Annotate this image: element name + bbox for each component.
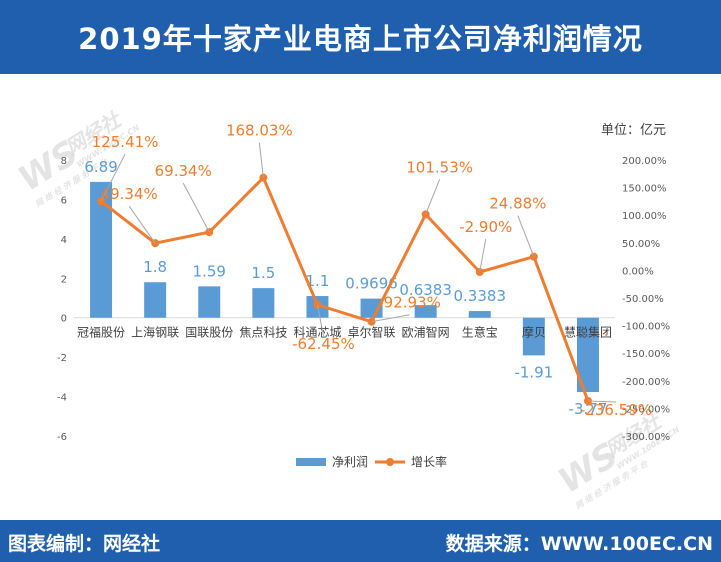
bar-value-label: 1.5 — [251, 264, 275, 282]
leader-line — [479, 238, 487, 273]
page-title: 2019年十家产业电商上市公司净利润情况 — [78, 22, 643, 56]
leader-line — [182, 182, 210, 233]
left-axis-tick-label: 2 — [61, 274, 67, 285]
category-label: 慧聪集团 — [564, 325, 612, 340]
bar-value-label: 1.59 — [193, 262, 226, 280]
bar — [576, 317, 599, 393]
right-axis-tick-label: -200.00% — [622, 377, 670, 388]
right-axis-tick-label: 50.00% — [622, 239, 660, 250]
bar-value-label: 1.8 — [143, 258, 167, 276]
left-axis-tick-label: -6 — [57, 432, 67, 443]
right-axis-tick-label: -100.00% — [622, 322, 670, 333]
category-label: 冠福股份 — [77, 325, 125, 340]
bar-value-label: 0.6383 — [399, 281, 452, 299]
plot-area: -6 -4 -2 0 2 4 6 8 200.00% 150.00% 100.00% 50.00% 0.… — [57, 122, 670, 469]
legend-label-line: 增长率 — [411, 454, 447, 469]
category-label: 科通芯城 — [293, 326, 341, 340]
growth-value-label: 49.34% — [101, 185, 158, 203]
footer-credit: 图表编制：网经社 — [8, 533, 161, 555]
bar — [144, 282, 167, 318]
bar — [198, 286, 221, 318]
left-axis-tick-label: 8 — [61, 156, 67, 167]
leader-line — [425, 179, 441, 215]
right-axis-tick-label: -150.00% — [622, 349, 670, 360]
left-axis-tick-label: -4 — [57, 393, 67, 404]
bar-value-label: 0.9696 — [345, 275, 398, 293]
category-label: 欧浦智网 — [402, 325, 450, 340]
bar-value-label: -3.77 — [569, 400, 608, 418]
category-label: 焦点科技 — [239, 326, 287, 340]
leader-line — [371, 314, 410, 323]
category-label: 生意宝 — [462, 325, 498, 340]
left-axis-tick-label: -2 — [57, 353, 67, 364]
legend-marker-line — [386, 458, 394, 466]
bar-value-label: 1.1 — [306, 272, 330, 290]
legend-label-bar: 净利润 — [332, 455, 368, 469]
bar-value-label: -1.91 — [514, 363, 553, 381]
left-axis-tick-label: 6 — [61, 195, 67, 206]
leader-line — [100, 153, 126, 202]
bar — [522, 317, 545, 356]
title-bar: 2019年十家产业电商上市公司净利润情况 — [0, 0, 721, 74]
bar — [468, 311, 491, 318]
bar — [414, 305, 437, 318]
category-label: 卓尔智联 — [348, 325, 396, 340]
growth-value-label: -62.45% — [292, 335, 355, 353]
bar — [252, 288, 275, 318]
right-axis-tick-label: -300.00% — [622, 432, 670, 443]
category-label: 摩贝 — [522, 325, 546, 340]
growth-value-label: -236.59% — [580, 401, 652, 419]
leader-line — [517, 215, 535, 257]
growth-value-label: 24.88% — [489, 195, 546, 213]
growth-value-label: -92.93% — [378, 294, 441, 312]
profit-chart: WS 网经社 WWW.100EC.CN 网 络 经 济 服 务 平 台 WS 网… — [12, 107, 682, 511]
growth-value-label: 168.03% — [226, 122, 293, 140]
left-axis-tick-label: 4 — [61, 235, 67, 246]
growth-value-label: 101.53% — [406, 158, 473, 176]
leader-line — [128, 205, 156, 244]
right-axis-tick-label: -50.00% — [622, 294, 664, 305]
right-axis-tick-label: 0.00% — [622, 266, 654, 277]
category-label: 国联股份 — [185, 326, 233, 340]
unit-label: 单位：亿元 — [601, 123, 666, 138]
bar — [90, 181, 113, 318]
footer-source: 数据来源：WWW.100EC.CN — [445, 533, 713, 555]
right-axis-tick-label: -250.00% — [622, 404, 670, 415]
legend-swatch-bar — [296, 458, 326, 466]
bar-value-label: 0.3383 — [454, 287, 507, 305]
growth-value-label: 125.41% — [92, 133, 159, 151]
footer-bar: 图表编制：网经社 数据来源：WWW.100EC.CN — [0, 520, 721, 562]
bar-value-label: 6.89 — [84, 158, 117, 176]
growth-point — [529, 252, 538, 261]
left-axis-tick-label: 0 — [61, 314, 67, 325]
category-label: 上海钢联 — [131, 325, 179, 340]
right-axis-tick-label: 150.00% — [622, 184, 667, 195]
right-axis-tick-label: 200.00% — [622, 156, 667, 167]
leader-line — [258, 142, 264, 178]
growth-value-label: -2.90% — [459, 218, 512, 236]
growth-value-label: 69.34% — [155, 162, 212, 180]
growth-line — [100, 176, 590, 402]
leader-line — [316, 304, 324, 336]
right-axis-tick-label: 100.00% — [622, 211, 667, 222]
leader-line — [587, 400, 616, 403]
